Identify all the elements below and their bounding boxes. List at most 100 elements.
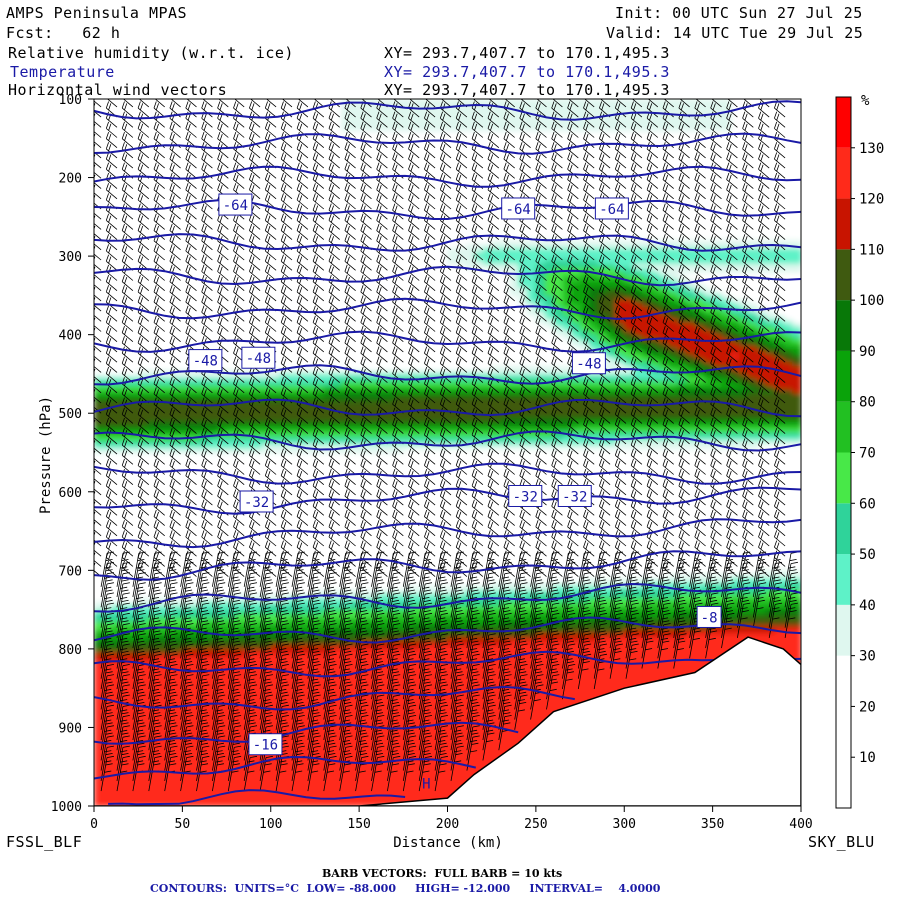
rh-cell [597,275,608,281]
rh-cell [438,644,449,650]
rh-cell [270,432,281,438]
rh-cell [500,633,511,638]
rh-cell [429,593,440,599]
rh-cell [341,688,352,693]
rh-cell [297,644,307,650]
rh-cell [226,621,237,627]
rh-cell [147,723,157,729]
rh-cell [544,711,555,717]
rh-cell [367,114,378,120]
rh-cell [138,719,148,725]
rh-cell [129,778,139,784]
rh-cell [279,699,290,705]
rh-cell [535,582,546,587]
rh-cell [553,684,564,689]
rh-cell [235,617,246,623]
rh-cell [606,373,617,379]
rh-cell [306,613,316,619]
rh-cell [500,370,511,375]
rh-cell [191,644,201,650]
rh-cell [447,774,458,780]
rh-cell [500,731,511,737]
rh-cell [465,633,475,638]
rh-cell [588,291,599,297]
rh-cell [182,432,193,438]
rh-cell [235,668,246,674]
rh-cell [491,715,502,721]
rh-cell [350,668,360,674]
rh-cell [412,703,422,709]
rh-cell [509,660,519,666]
rh-cell [147,774,157,780]
rh-cell [182,715,193,721]
rh-cell [288,774,299,780]
rh-cell [120,385,131,391]
rh-cell [173,385,184,391]
rh-cell [376,629,387,634]
rh-cell [500,99,511,104]
rh-cell [412,393,422,399]
rh-cell [129,715,139,721]
rh-cell [279,676,290,682]
rh-cell [208,601,219,607]
rh-cell [367,385,378,391]
rh-cell [306,794,316,799]
rh-cell [429,444,440,450]
rh-cell [270,766,281,772]
rh-cell [588,652,599,658]
rh-cell [261,711,272,717]
rh-cell [606,405,617,411]
rh-cell [394,633,405,638]
rh-cell [562,240,573,246]
rh-cell [606,318,617,324]
rh-cell [102,782,113,788]
rh-cell [120,688,131,693]
rh-cell [297,393,307,399]
rh-cell [376,688,387,693]
rh-cell [553,648,564,654]
rh-cell [588,436,599,442]
rh-cell [288,409,299,415]
rh-cell [412,688,422,693]
rh-cell [571,405,581,411]
rh-cell [217,758,228,764]
rh-cell [420,660,431,666]
rh-cell [544,366,555,371]
rh-cell [588,668,599,674]
rh-cell [571,676,581,682]
rh-cell [527,589,537,595]
rh-cell [500,582,511,587]
rh-cell [429,648,440,654]
rh-cell [500,589,511,595]
rh-cell [226,696,237,701]
rh-cell [394,389,405,395]
rh-cell [208,425,219,430]
rh-cell [412,723,422,729]
rh-cell [597,676,608,682]
rh-cell [376,735,387,741]
rh-cell [403,613,413,619]
rh-cell [323,735,334,741]
rh-cell [200,428,210,434]
rh-cell [562,326,573,332]
rh-cell [138,381,148,387]
rh-cell [438,648,449,654]
rh-cell [509,719,519,725]
rh-cell [270,373,281,379]
rh-cell [288,727,299,733]
rh-cell [447,727,458,733]
rh-cell [535,609,546,615]
rh-cell [482,751,493,756]
rh-cell [164,782,175,788]
rh-cell [306,385,316,391]
rh-cell [509,696,519,701]
rh-cell [518,735,528,741]
rh-cell [323,370,334,375]
rh-cell [297,637,307,642]
rh-cell [535,248,546,253]
rh-cell [279,393,290,399]
rh-cell [138,637,148,642]
rh-cell [129,786,139,792]
rh-cell [527,409,537,415]
rh-cell [571,699,581,705]
